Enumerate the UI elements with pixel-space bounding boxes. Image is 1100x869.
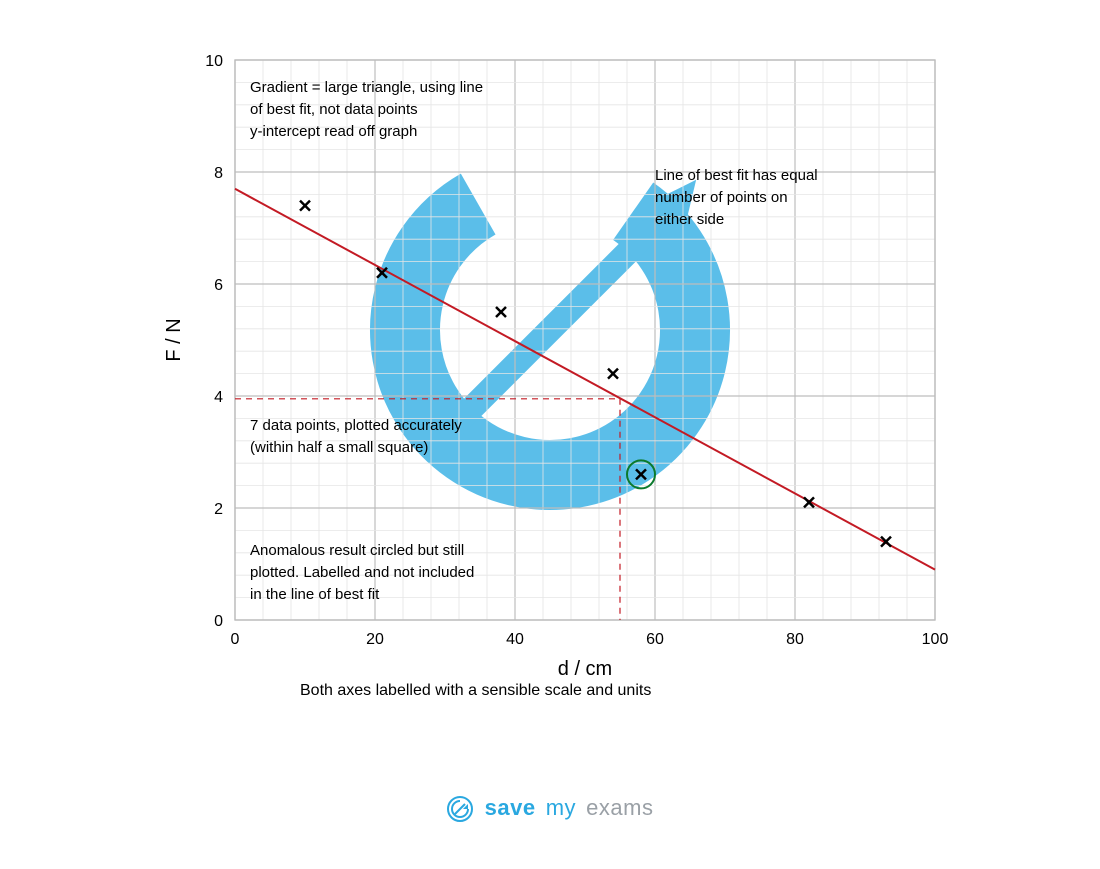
logo-text-my: my xyxy=(546,795,576,820)
best-fit-line xyxy=(235,189,935,570)
y-tick: 2 xyxy=(214,501,223,518)
svg-text:in the line of best fit: in the line of best fit xyxy=(250,586,380,603)
svg-text:plotted. Labelled and not incl: plotted. Labelled and not included xyxy=(250,564,474,581)
y-tick: 8 xyxy=(214,165,223,182)
annotation-axes-sentence: Both axes labelled with a sensible scale… xyxy=(300,682,651,699)
x-tick: 60 xyxy=(646,631,664,648)
svg-text:7 data points, plotted accurat: 7 data points, plotted accurately xyxy=(250,417,462,434)
y-tick: 10 xyxy=(205,53,223,70)
x-tick: 40 xyxy=(506,631,524,648)
brand-logo: save my exams xyxy=(0,795,1100,822)
grid xyxy=(235,60,935,620)
svg-text:y-intercept read off graph: y-intercept read off graph xyxy=(250,123,417,140)
x-tick: 80 xyxy=(786,631,804,648)
svg-text:of best fit, not data points: of best fit, not data points xyxy=(250,101,418,118)
y-tick: 6 xyxy=(214,277,223,294)
y-tick: 4 xyxy=(214,389,223,406)
x-tick: 0 xyxy=(231,631,240,648)
x-tick: 100 xyxy=(922,631,949,648)
svg-text:Anomalous result circled but s: Anomalous result circled but still xyxy=(250,542,464,559)
svg-text:Line of best fit has equal: Line of best fit has equal xyxy=(655,167,818,184)
x-tick: 20 xyxy=(366,631,384,648)
svg-text:number of points on: number of points on xyxy=(655,189,788,206)
svg-text:(within half a small square): (within half a small square) xyxy=(250,439,428,456)
stage: 0 20 40 60 80 100 0 2 4 6 8 10 d / cm F / N Gradient =… xyxy=(0,0,1100,869)
logo-text-exams: exams xyxy=(586,795,653,820)
y-axis-label: F / N xyxy=(163,318,185,361)
logo-text-save: save xyxy=(485,795,536,820)
svg-text:Gradient = large triangle, usi: Gradient = large triangle, using line xyxy=(250,79,483,96)
y-tick: 0 xyxy=(214,613,223,630)
annotation-top: Gradient = large triangle, using line of … xyxy=(250,79,483,140)
annotation-right: Line of best fit has equal number of poin… xyxy=(655,167,818,228)
chart-svg: 0 20 40 60 80 100 0 2 4 6 8 10 d / cm F / N Gradient =… xyxy=(0,0,1100,869)
refresh-icon xyxy=(447,796,473,822)
annotation-bottom: Anomalous result circled but still plotte… xyxy=(250,542,474,603)
svg-text:either side: either side xyxy=(655,211,724,228)
x-axis-label: d / cm xyxy=(558,658,612,680)
